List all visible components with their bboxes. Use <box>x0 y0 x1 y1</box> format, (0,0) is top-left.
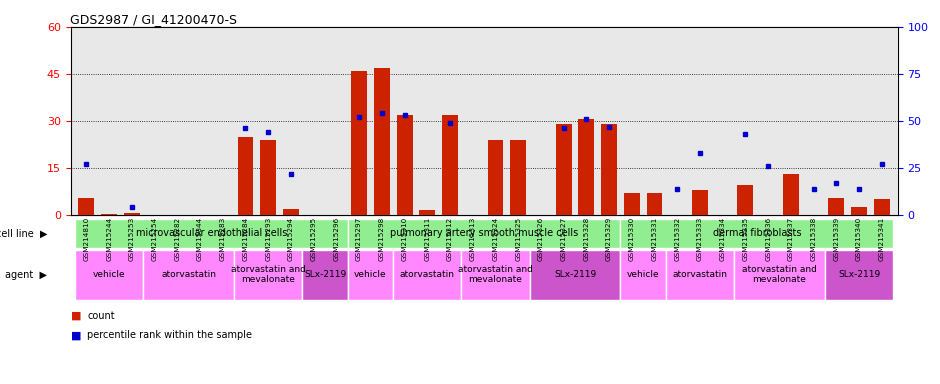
Bar <box>419 210 435 215</box>
Text: atorvastatin and
mevalonate: atorvastatin and mevalonate <box>458 265 533 284</box>
Bar <box>825 250 893 300</box>
Bar <box>874 199 890 215</box>
Text: atorvastatin and
mevalonate: atorvastatin and mevalonate <box>231 265 306 284</box>
Text: atorvastatin: atorvastatin <box>400 270 455 279</box>
Bar <box>442 115 458 215</box>
Bar <box>303 250 348 300</box>
Bar <box>462 250 529 300</box>
Bar <box>510 140 526 215</box>
Text: microvascular endothelial cells: microvascular endothelial cells <box>135 228 287 238</box>
Bar <box>851 207 867 215</box>
Bar <box>393 250 462 300</box>
Bar <box>124 214 140 215</box>
Text: vehicle: vehicle <box>354 270 386 279</box>
Text: ■: ■ <box>70 330 81 340</box>
Bar <box>397 115 413 215</box>
Bar <box>624 193 640 215</box>
Bar <box>602 124 617 215</box>
Text: count: count <box>87 311 115 321</box>
Bar <box>75 219 348 248</box>
Bar <box>620 219 893 248</box>
Text: atorvastatin and
mevalonate: atorvastatin and mevalonate <box>742 265 817 284</box>
Bar <box>738 185 753 215</box>
Bar <box>238 137 254 215</box>
Bar <box>348 219 620 248</box>
Text: GDS2987 / GI_41200470-S: GDS2987 / GI_41200470-S <box>70 13 238 26</box>
Bar <box>143 250 234 300</box>
Bar <box>488 140 504 215</box>
Bar <box>620 250 666 300</box>
Bar <box>102 214 118 215</box>
Bar <box>283 209 299 215</box>
Text: SLx-2119: SLx-2119 <box>838 270 880 279</box>
Bar <box>734 250 825 300</box>
Text: atorvastatin: atorvastatin <box>161 270 216 279</box>
Bar <box>75 250 143 300</box>
Bar <box>828 198 844 215</box>
Bar <box>666 250 734 300</box>
Text: vehicle: vehicle <box>627 270 660 279</box>
Bar <box>783 174 799 215</box>
Text: percentile rank within the sample: percentile rank within the sample <box>87 330 253 340</box>
Text: agent  ▶: agent ▶ <box>5 270 47 280</box>
Bar <box>260 140 276 215</box>
Bar <box>556 124 572 215</box>
Text: SLx-2119: SLx-2119 <box>554 270 596 279</box>
Bar <box>352 71 367 215</box>
Bar <box>78 198 94 215</box>
Bar <box>692 190 708 215</box>
Text: SLx-2119: SLx-2119 <box>304 270 346 279</box>
Bar <box>374 68 390 215</box>
Text: pulmonary artery smooth muscle cells: pulmonary artery smooth muscle cells <box>390 228 578 238</box>
Bar <box>529 250 620 300</box>
Bar <box>234 250 303 300</box>
Text: cell line  ▶: cell line ▶ <box>0 228 47 238</box>
Text: atorvastatin: atorvastatin <box>672 270 728 279</box>
Bar <box>647 193 663 215</box>
Bar <box>348 250 393 300</box>
Bar <box>578 119 594 215</box>
Text: dermal fibroblasts: dermal fibroblasts <box>713 228 801 238</box>
Text: ■: ■ <box>70 311 81 321</box>
Text: vehicle: vehicle <box>93 270 125 279</box>
